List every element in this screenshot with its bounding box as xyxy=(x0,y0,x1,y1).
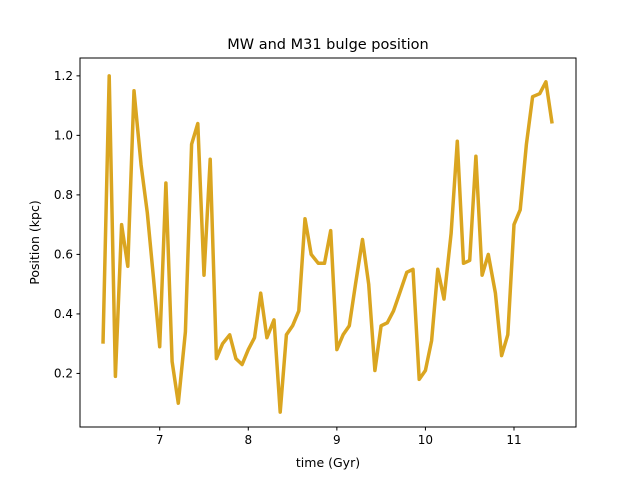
x-tick-label: 11 xyxy=(506,433,521,447)
y-tick-label: 0.2 xyxy=(54,367,73,381)
x-tick-label: 7 xyxy=(156,433,164,447)
x-tick-label: 10 xyxy=(418,433,433,447)
y-tick-label: 0.6 xyxy=(54,248,73,262)
chart-title: MW and M31 bulge position xyxy=(227,37,429,53)
plot-frame xyxy=(79,57,577,428)
x-tick-label: 9 xyxy=(333,433,341,447)
series-line-0 xyxy=(101,74,554,414)
y-tick-label: 1.0 xyxy=(54,129,73,143)
y-axis-label: Position (kpc) xyxy=(27,200,42,284)
y-tick-label: 0.8 xyxy=(54,188,73,202)
x-tick-label: 8 xyxy=(244,433,252,447)
x-axis-label: time (Gyr) xyxy=(296,455,360,470)
y-tick-label: 0.4 xyxy=(54,307,73,321)
y-tick-label: 1.2 xyxy=(54,69,73,83)
